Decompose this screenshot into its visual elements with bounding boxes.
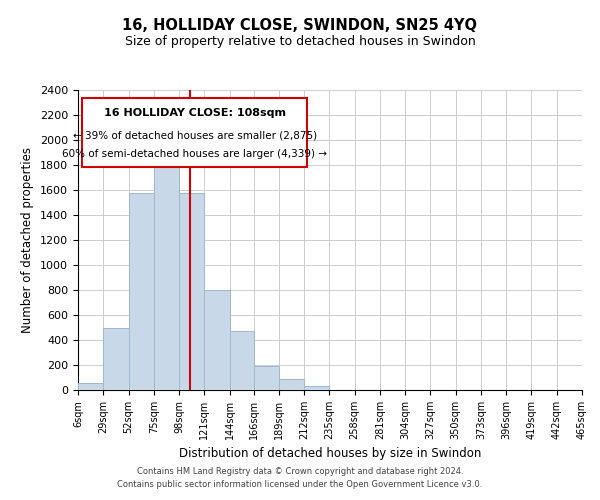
Text: ← 39% of detached houses are smaller (2,875): ← 39% of detached houses are smaller (2,… <box>73 130 317 140</box>
Text: Size of property relative to detached houses in Swindon: Size of property relative to detached ho… <box>125 35 475 48</box>
Text: 16 HOLLIDAY CLOSE: 108sqm: 16 HOLLIDAY CLOSE: 108sqm <box>104 108 286 118</box>
Text: 60% of semi-detached houses are larger (4,339) →: 60% of semi-detached houses are larger (… <box>62 149 327 159</box>
Y-axis label: Number of detached properties: Number of detached properties <box>22 147 34 333</box>
FancyBboxPatch shape <box>82 98 307 166</box>
Bar <box>179 192 204 390</box>
Bar <box>279 379 304 390</box>
Text: 16, HOLLIDAY CLOSE, SWINDON, SN25 4YQ: 16, HOLLIDAY CLOSE, SWINDON, SN25 4YQ <box>122 18 478 32</box>
Bar <box>78 383 103 390</box>
Bar <box>304 386 329 390</box>
Bar <box>254 366 279 390</box>
Bar <box>204 290 230 390</box>
X-axis label: Distribution of detached houses by size in Swindon: Distribution of detached houses by size … <box>179 448 481 460</box>
Text: Contains public sector information licensed under the Open Government Licence v3: Contains public sector information licen… <box>118 480 482 489</box>
Bar <box>230 331 254 390</box>
Text: Contains HM Land Registry data © Crown copyright and database right 2024.: Contains HM Land Registry data © Crown c… <box>137 467 463 476</box>
Bar <box>103 328 128 390</box>
Bar <box>154 146 179 390</box>
Bar <box>128 192 154 390</box>
